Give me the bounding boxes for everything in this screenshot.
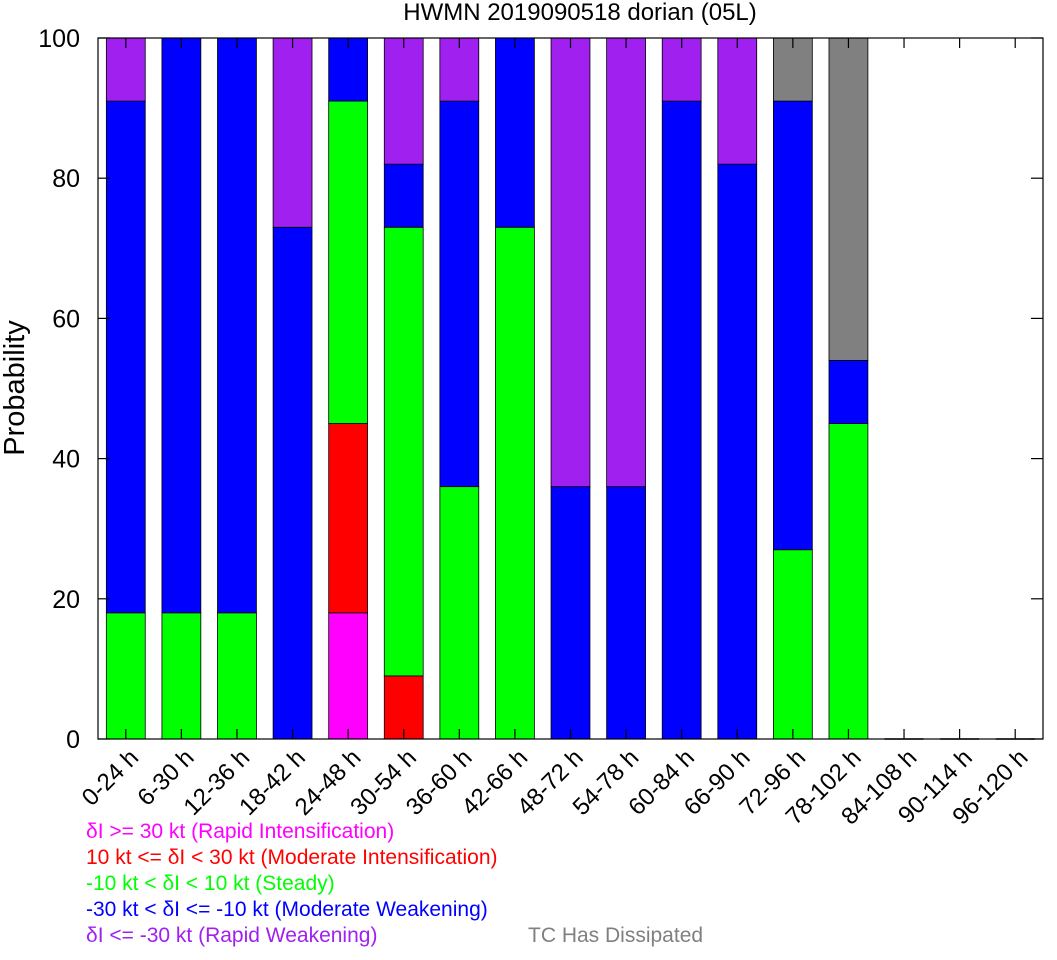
bar-segment bbox=[606, 37, 646, 488]
chart-title: HWMN 2019090518 dorian (05L) bbox=[403, 0, 757, 26]
bar-segment bbox=[439, 37, 480, 102]
bar-segment bbox=[717, 37, 758, 165]
bar-segment bbox=[272, 226, 313, 740]
bar-segment bbox=[105, 612, 146, 740]
bar-segment bbox=[550, 486, 591, 740]
bar-segment bbox=[495, 37, 535, 228]
bar-segment bbox=[606, 486, 646, 740]
y-tick-label: 0 bbox=[66, 726, 80, 754]
bar-segment bbox=[328, 100, 369, 424]
bar-segment bbox=[217, 37, 257, 614]
bar-segment bbox=[772, 37, 813, 102]
bar-segment bbox=[661, 37, 702, 102]
bar-segment bbox=[105, 37, 146, 102]
bar-segment bbox=[550, 37, 591, 488]
bar-segment bbox=[717, 163, 758, 740]
bar-segment bbox=[383, 163, 424, 228]
legend-entry: -30 kt < δI <= -10 kt (Moderate Weakenin… bbox=[86, 898, 488, 921]
legend-entry: δI <= -30 kt (Rapid Weakening) bbox=[86, 924, 378, 947]
bar-segment bbox=[161, 612, 202, 740]
bar-segment bbox=[772, 549, 813, 740]
y-tick-label: 100 bbox=[38, 25, 80, 53]
y-tick-label: 60 bbox=[52, 305, 80, 333]
y-tick-label: 40 bbox=[52, 446, 80, 474]
bar-segment bbox=[383, 226, 424, 677]
bar-segment bbox=[161, 37, 202, 614]
bar-segment bbox=[328, 37, 369, 102]
bar-segment bbox=[828, 360, 869, 424]
y-axis-label: Probability bbox=[0, 320, 31, 456]
bars-group bbox=[105, 37, 1035, 740]
y-tick-label: 20 bbox=[52, 586, 80, 614]
bar-segment bbox=[272, 37, 313, 228]
legend-entry: δI >= 30 kt (Rapid Intensification) bbox=[86, 820, 395, 843]
bar-segment bbox=[105, 100, 146, 614]
bar-segment bbox=[661, 100, 702, 740]
bar-segment bbox=[328, 423, 369, 614]
bar-segment bbox=[383, 37, 424, 165]
legend-entry: -10 kt < δI < 10 kt (Steady) bbox=[86, 872, 335, 895]
bar-segment bbox=[328, 612, 369, 740]
bar-segment bbox=[828, 423, 869, 740]
legend-entry: TC Has Dissipated bbox=[528, 924, 704, 947]
bar-segment bbox=[495, 226, 535, 740]
bar-segment bbox=[439, 486, 480, 740]
bar-segment bbox=[828, 37, 869, 361]
bar-segment bbox=[217, 612, 257, 740]
bar-segment bbox=[439, 100, 480, 488]
bar-segment bbox=[772, 100, 813, 551]
legend-entry: 10 kt <= δI < 30 kt (Moderate Intensific… bbox=[86, 846, 498, 869]
y-tick-label: 80 bbox=[52, 165, 80, 193]
x-tick-label: 0-24 h bbox=[77, 744, 144, 811]
